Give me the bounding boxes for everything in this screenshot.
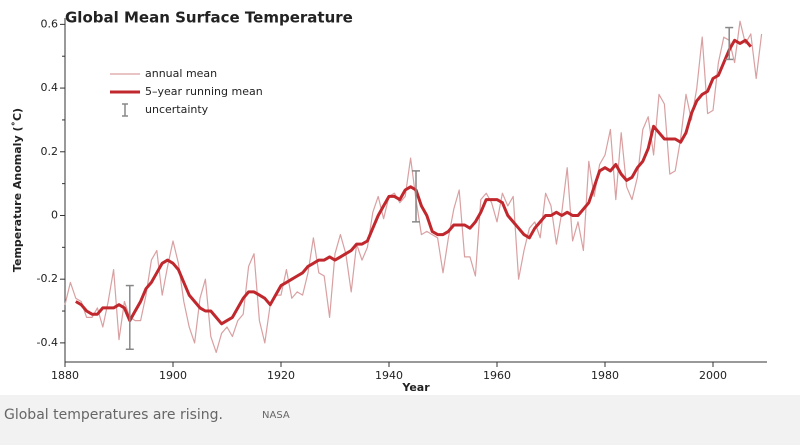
- x-tick-label: 1980: [591, 369, 619, 382]
- chart-title: Global Mean Surface Temperature: [65, 9, 353, 27]
- y-tick-label: 0: [51, 208, 58, 221]
- x-tick-label: 1960: [483, 369, 511, 382]
- x-tick-label: 1880: [51, 369, 79, 382]
- x-tick-label: 2000: [699, 369, 727, 382]
- y-tick-label: 0.4: [41, 81, 59, 94]
- y-axis-label: Temperature Anomaly (˚C): [11, 108, 24, 272]
- x-tick-label: 1940: [375, 369, 403, 382]
- error-bar: [125, 284, 134, 351]
- legend-label: 5–year running mean: [145, 85, 263, 98]
- y-tick-label: 0.2: [41, 145, 59, 158]
- y-tick-label: -0.2: [37, 272, 58, 285]
- legend-label: annual mean: [145, 67, 217, 80]
- caption: Global temperatures are rising.: [4, 407, 223, 423]
- chart: Global Mean Surface Temperature Year Tem…: [11, 9, 767, 394]
- series-line: [64, 20, 763, 353]
- legend-swatch: [122, 103, 128, 117]
- caption-bar: Global temperatures are rising. NASA: [0, 395, 800, 445]
- x-tick-label: 1900: [159, 369, 187, 382]
- legend-label: uncertainty: [145, 103, 209, 116]
- error-bar: [412, 170, 420, 223]
- y-tick-label: 0.6: [41, 17, 59, 30]
- x-axis-label: Year: [401, 381, 430, 394]
- y-tick-label: -0.4: [37, 336, 58, 349]
- credit: NASA: [262, 410, 290, 421]
- series-line: [75, 38, 752, 326]
- x-tick-label: 1920: [267, 369, 295, 382]
- error-bar: [725, 26, 734, 61]
